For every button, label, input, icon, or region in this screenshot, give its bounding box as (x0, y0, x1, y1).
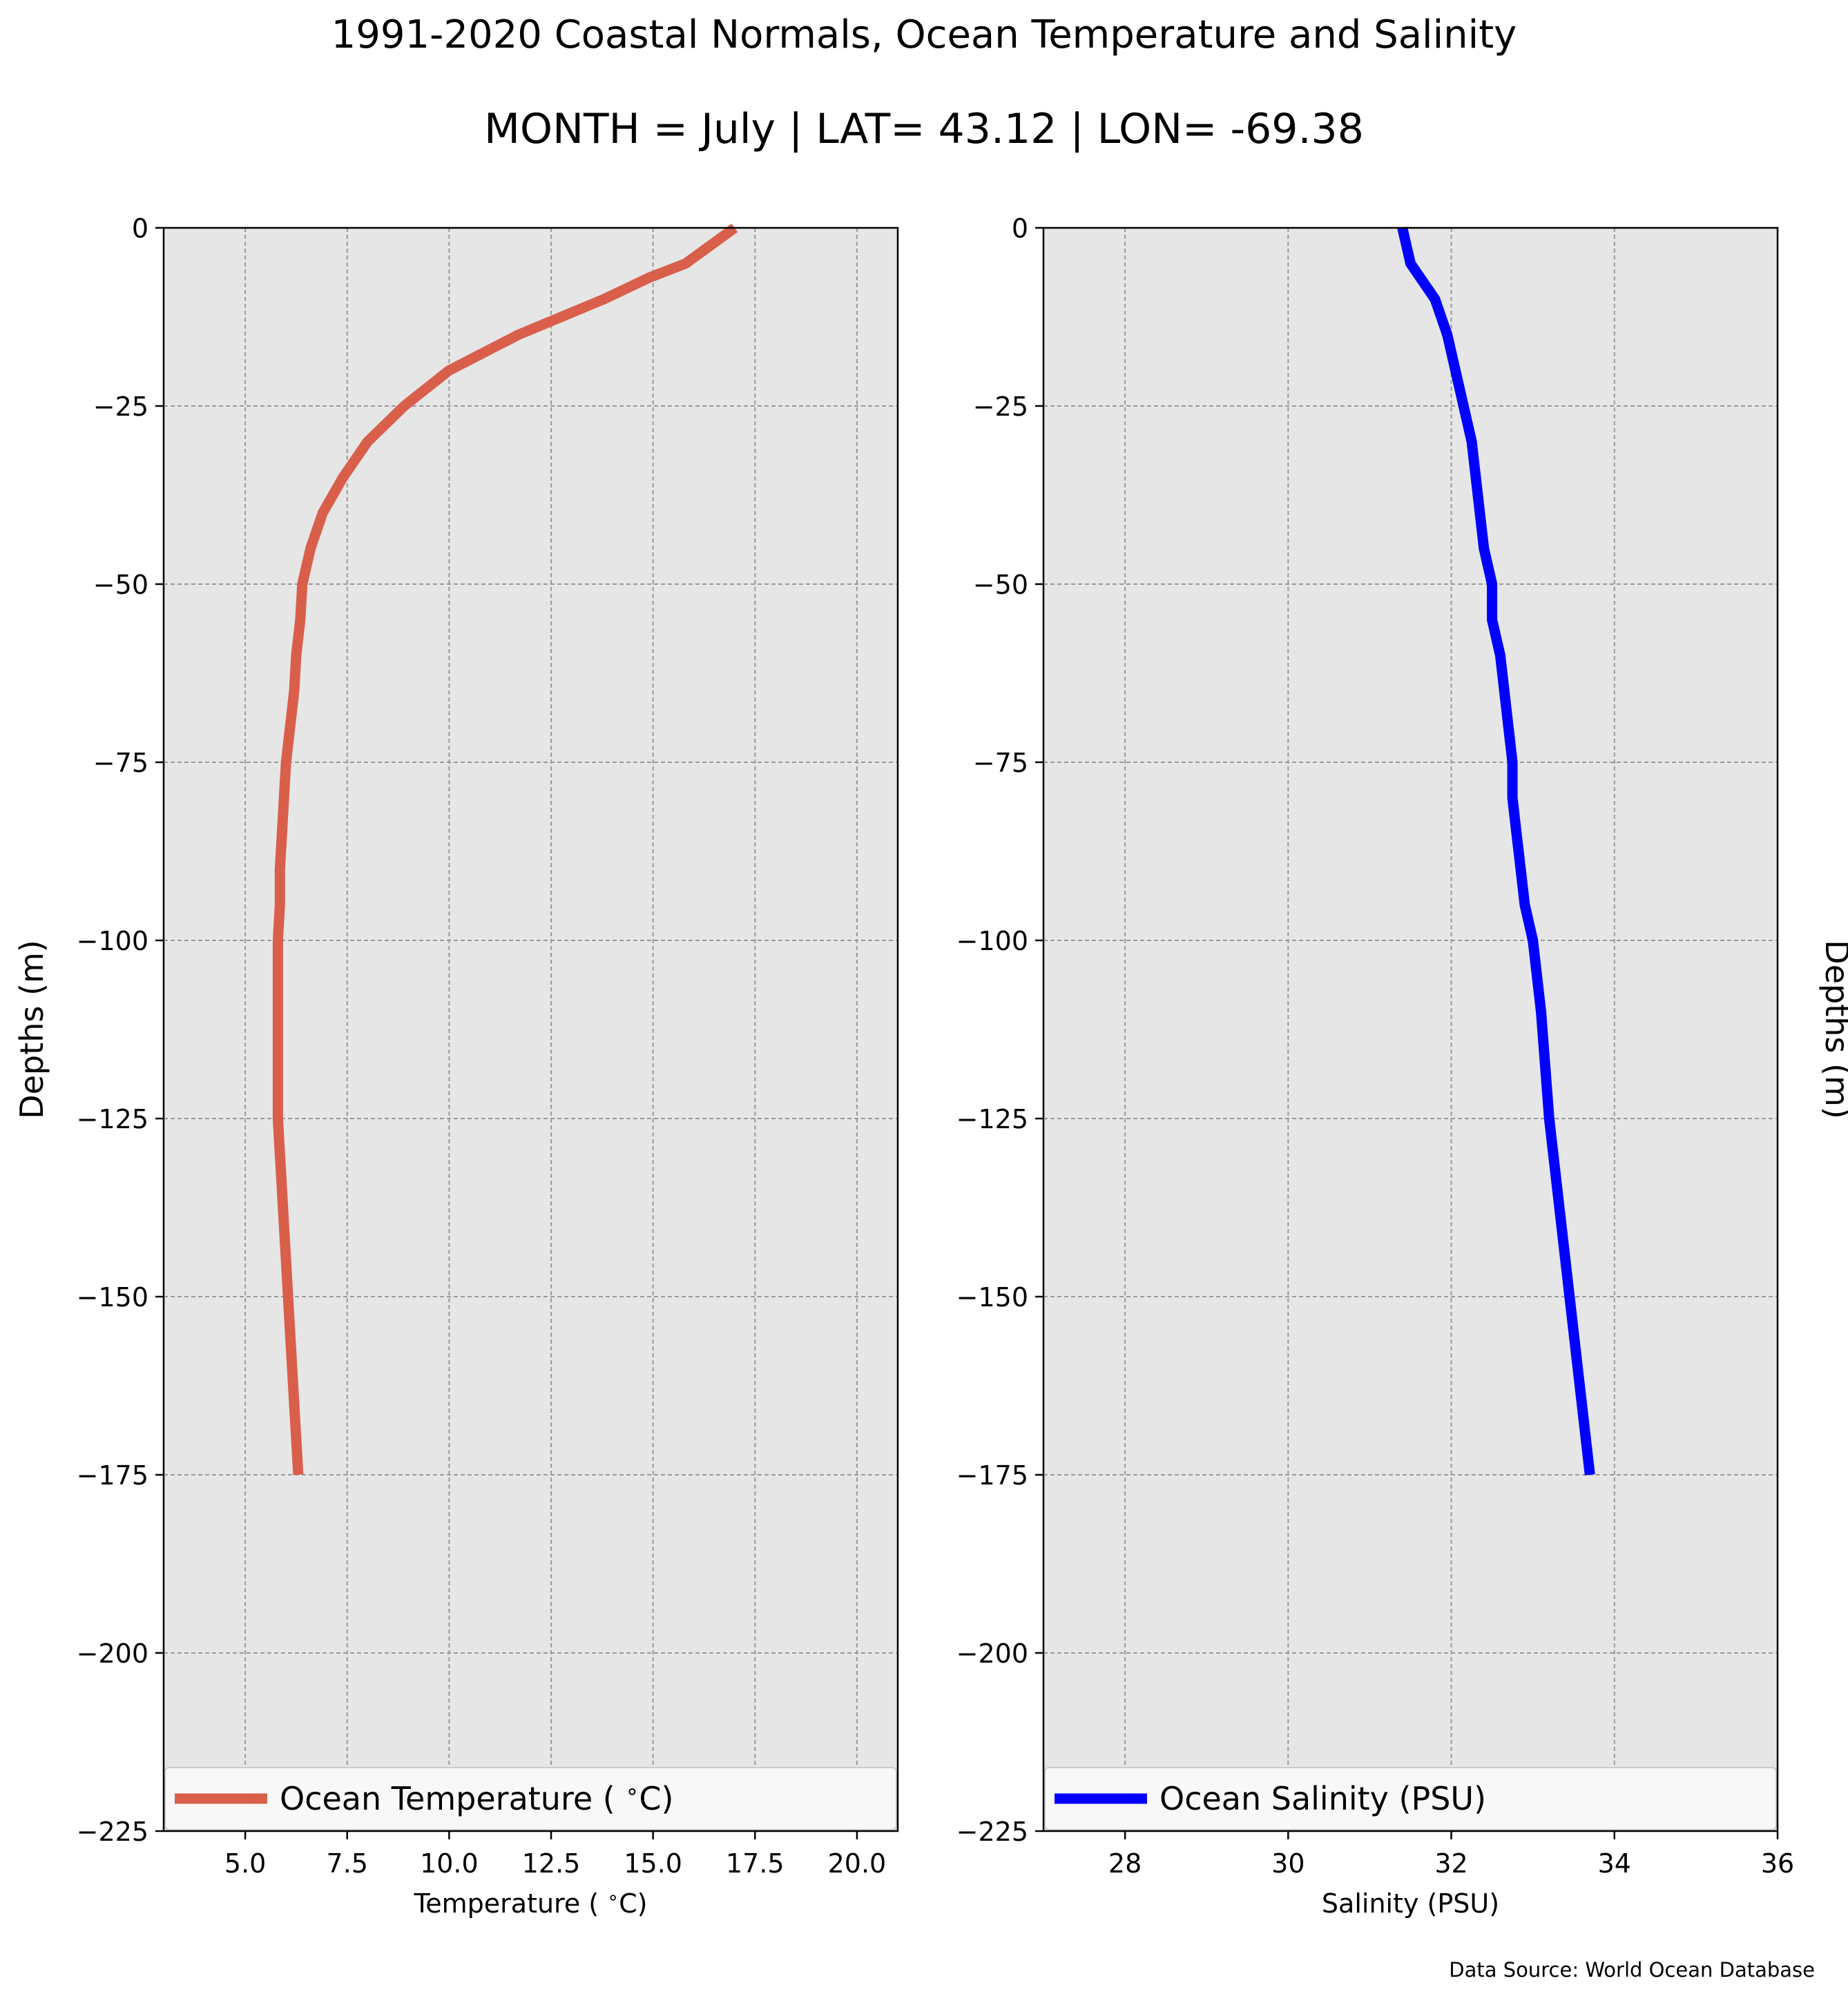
series-line (1397, 226, 1595, 1475)
y-tick-label: −200 (77, 1638, 148, 1669)
plot-temperature: Ocean Temperature ( ∘C) 0 −25 −50 −75 −100 −12… (13, 213, 899, 1919)
plot-background (164, 228, 898, 1831)
x-tick-label: 12.5 (522, 1848, 581, 1879)
y-tick-label: −200 (956, 1638, 1028, 1669)
legend-box (164, 1767, 897, 1830)
y-tick-label: −225 (956, 1817, 1028, 1847)
y-tick-label: 0 (1012, 213, 1028, 244)
y-tick-label: −75 (93, 748, 148, 778)
x-tick-label: 10.0 (420, 1848, 479, 1879)
x-tick-label: 5.0 (224, 1848, 266, 1879)
y-tick-label: −125 (956, 1104, 1028, 1134)
x-tick-label: 28 (1108, 1848, 1142, 1879)
plot-salinity: Ocean Salinity (PSU) 0 −25 −50 −75 −100 −125 −1… (956, 213, 1848, 1919)
x-tick-label: 30 (1271, 1848, 1305, 1879)
y-tick-label: −50 (93, 570, 148, 600)
y-tick-label: −175 (77, 1460, 148, 1491)
plot-frame (1042, 226, 1779, 1832)
x-axis-label: Temperature ( ∘C) (414, 1887, 648, 1919)
y-tick-label: −75 (973, 748, 1028, 778)
x-tick-label: 34 (1598, 1848, 1631, 1879)
x-tick-label: 36 (1761, 1848, 1794, 1879)
x-tick-label: 17.5 (726, 1848, 785, 1879)
series-line (272, 223, 738, 1475)
y-tick-label: −175 (956, 1460, 1028, 1491)
y-tick-label: −150 (77, 1282, 148, 1313)
y-tick-label: −125 (77, 1104, 148, 1134)
y-tick-label: −100 (956, 926, 1028, 956)
x-tick-label: 7.5 (327, 1848, 368, 1879)
data-source-note: Data Source: World Ocean Database (1449, 1958, 1815, 1982)
legend-box (1044, 1767, 1777, 1830)
y-tick-label: −100 (77, 926, 148, 956)
y-tick-label: −25 (93, 391, 148, 422)
legend-label: Ocean Salinity (PSU) (1159, 1780, 1486, 1817)
y-axis-label: Depths (m) (1818, 940, 1848, 1119)
plot-background (1043, 228, 1778, 1831)
x-tick-label: 20.0 (828, 1848, 887, 1879)
figure-subtitle: MONTH = July | LAT= 43.12 | LON= -69.38 (484, 105, 1364, 153)
legend: Ocean Salinity (PSU) (1044, 1767, 1777, 1830)
y-tick-label: −150 (956, 1282, 1028, 1313)
y-tick-label: 0 (132, 213, 148, 244)
y-tick-label: −25 (973, 391, 1028, 422)
legend: Ocean Temperature ( ∘C) (164, 1767, 897, 1830)
x-axis-label: Salinity (PSU) (1322, 1888, 1499, 1919)
plot-frame (162, 226, 899, 1832)
x-tick-label: 15.0 (624, 1848, 682, 1879)
y-tick-label: −50 (973, 570, 1028, 600)
figure-title: 1991-2020 Coastal Normals, Ocean Tempera… (331, 12, 1517, 57)
legend-label: Ocean Temperature ( ∘C) (280, 1778, 673, 1817)
y-axis-label: Depths (m) (13, 940, 50, 1119)
x-tick-label: 32 (1434, 1848, 1467, 1879)
y-tick-label: −225 (77, 1817, 148, 1847)
